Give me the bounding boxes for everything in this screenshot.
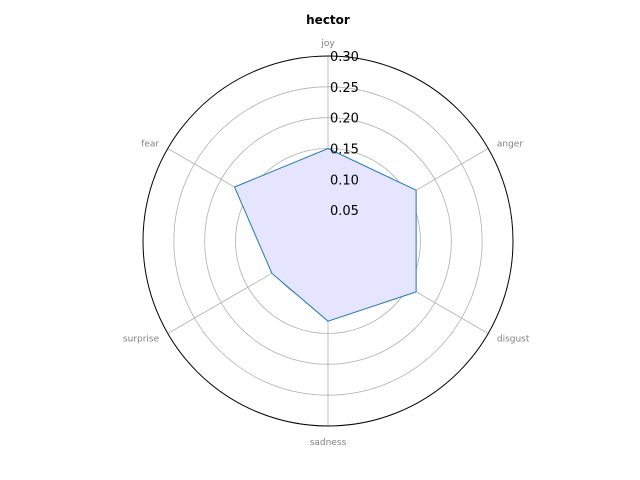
- axis-label-anger: anger: [497, 140, 523, 150]
- rtick-label: 0.05: [330, 204, 359, 219]
- rtick-label: 0.15: [330, 143, 359, 158]
- rtick-label: 0.25: [330, 81, 359, 96]
- rtick-label: 0.10: [330, 173, 359, 188]
- axis-label-disgust: disgust: [497, 335, 530, 345]
- series-line: [233, 147, 417, 322]
- chart-title: hector: [306, 13, 350, 27]
- data-series: [233, 147, 417, 322]
- series-area: [234, 148, 417, 322]
- radial-tick-labels: 0.05 0.10 0.15 0.20 0.25 0.30: [330, 50, 359, 219]
- axis-label-fear: fear: [141, 140, 159, 150]
- axis-label-surprise: surprise: [123, 335, 160, 345]
- rtick-label: 0.30: [330, 50, 359, 65]
- axis-labels: joy anger disgust sadness surprise fear: [123, 39, 530, 448]
- rtick-label: 0.20: [330, 112, 359, 127]
- radar-frame: [142, 55, 514, 427]
- axis-label-sadness: sadness: [310, 438, 347, 448]
- axis-label-joy: joy: [320, 39, 335, 49]
